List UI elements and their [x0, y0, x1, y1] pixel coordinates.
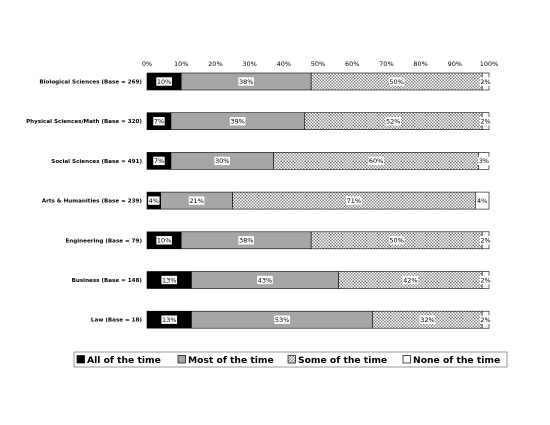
data-label: 50% [389, 237, 403, 245]
data-label: 2% [480, 276, 490, 284]
data-label: 30% [215, 157, 229, 165]
data-label-background [479, 315, 492, 324]
data-label: 4% [149, 197, 159, 205]
data-label-background [368, 156, 384, 166]
data-label: 38% [239, 78, 253, 86]
data-label: 10% [157, 78, 171, 86]
data-label: 7% [154, 157, 164, 165]
data-label-background [385, 117, 402, 126]
data-label: 43% [258, 276, 272, 284]
data-label-background [479, 236, 492, 245]
x-axis: 0% 10% 20% 30% 40% 50% 60% 70% 80% 90% 100% [142, 60, 498, 68]
legend: All of the time Most of the time Some of t… [73, 351, 508, 368]
legend-label: Some of the time [298, 355, 387, 366]
data-label: 4% [477, 197, 487, 205]
data-label-background [188, 196, 205, 205]
plot-area: 10% 38% 50% 2% 7% 39% 52% 2% 7% 30% 60% 3% 4% 21% 71% 4… [146, 72, 492, 329]
data-label: 10% [157, 237, 171, 245]
x-tick-label: 40% [277, 60, 291, 68]
data-label: 2% [480, 78, 490, 86]
data-label-background [346, 196, 362, 205]
data-label-background [214, 156, 231, 166]
data-label-background [161, 315, 178, 324]
data-label: 71% [347, 197, 361, 205]
category-label: Law (Base = 18) [91, 318, 143, 324]
legend-label: All of the time [87, 355, 161, 366]
data-label-background [229, 117, 246, 126]
data-label-background [388, 77, 405, 86]
x-tick-label: 90% [448, 60, 462, 68]
category-label: Engineering (Base = 79) [65, 238, 142, 244]
x-tick-label: 10% [174, 60, 188, 68]
x-tick-label: 50% [311, 60, 325, 68]
data-label-background [419, 315, 436, 324]
data-label-background [153, 117, 165, 126]
category-axis: Biological Sciences (Base = 269) Physical… [26, 80, 142, 324]
data-label: 42% [403, 276, 417, 284]
data-label: 50% [389, 78, 403, 86]
data-label: 52% [386, 118, 400, 126]
data-label-background [238, 236, 254, 245]
legend-swatch [287, 355, 296, 364]
data-label-background [274, 315, 290, 324]
x-tick-label: 30% [242, 60, 256, 68]
legend-label: None of the time [413, 355, 500, 366]
data-label-background [156, 77, 172, 86]
data-label-background [476, 196, 488, 205]
x-tick-label: 80% [413, 60, 427, 68]
data-label: 2% [480, 118, 490, 126]
data-label: 21% [189, 197, 203, 205]
category-label: Arts & Humanities (Base = 239) [42, 199, 143, 205]
data-label-background [479, 77, 492, 86]
data-label-background [153, 156, 165, 166]
data-label: 13% [162, 276, 176, 284]
category-label: Biological Sciences (Base = 269) [39, 80, 142, 86]
data-label-background [388, 236, 405, 245]
legend-swatch [177, 355, 186, 364]
x-tick-label: 20% [208, 60, 222, 68]
data-label: 39% [230, 118, 244, 126]
x-tick-label: 60% [345, 60, 359, 68]
data-label: 7% [154, 118, 164, 126]
data-label-background [257, 275, 273, 285]
x-tick-label: 0% [142, 60, 152, 68]
data-label: 13% [162, 316, 176, 324]
data-label: 38% [239, 237, 253, 245]
data-label-background [479, 117, 492, 126]
data-label-background [478, 156, 490, 166]
data-label: 60% [369, 157, 383, 165]
data-label: 2% [480, 237, 490, 245]
x-tick-label: 70% [379, 60, 393, 68]
category-label: Social Sciences (Base = 491) [51, 159, 142, 165]
data-label-background [402, 275, 419, 285]
data-label: 3% [479, 157, 489, 165]
legend-swatch [76, 355, 85, 364]
data-label-background [238, 77, 254, 86]
data-label-background [161, 275, 178, 285]
legend-swatch [402, 355, 411, 364]
data-label-background [148, 196, 160, 205]
x-tick-label: 100% [480, 60, 499, 68]
data-label: 53% [275, 316, 289, 324]
data-label-background [156, 236, 172, 245]
data-label: 2% [480, 316, 490, 324]
category-label: Business (Base = 148) [72, 278, 143, 284]
data-label: 32% [420, 316, 434, 324]
category-label: Physical Sciences/Math (Base = 320) [26, 119, 142, 125]
data-label-background [479, 275, 492, 285]
legend-label: Most of the time [188, 355, 274, 366]
